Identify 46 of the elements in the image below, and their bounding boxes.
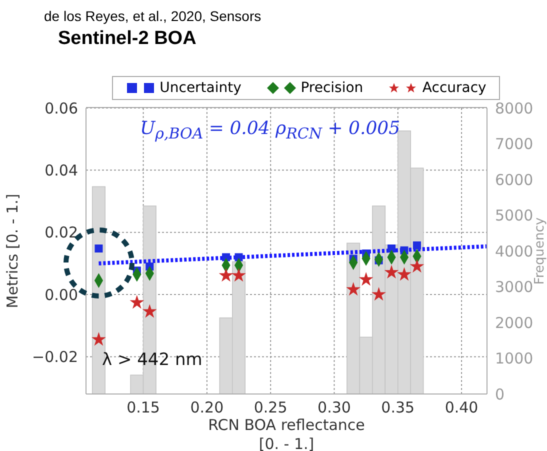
- point: [358, 272, 374, 286]
- point: [94, 244, 103, 253]
- x-tick-label: 0.15: [126, 398, 160, 417]
- y2-tick-label: 5000: [495, 206, 534, 225]
- y-axis-title: Metrics [0. - 1.]: [3, 194, 22, 308]
- point: [372, 286, 386, 301]
- x-tick-label: 0.30: [318, 398, 351, 417]
- chart-subtitle: de los Reyes, et al., 2020, Sensors: [44, 8, 262, 24]
- annotation: λ > 442 nm: [102, 350, 202, 370]
- point: [384, 264, 399, 279]
- point: [388, 244, 396, 253]
- legend-label: Uncertainty: [158, 80, 242, 96]
- x-tick-label: 0.40: [444, 398, 478, 417]
- annotation: U$_{ρ,BOA}$ = 0.04 ρ$_{RCN}$ + 0.005: [140, 118, 400, 143]
- chart-title: Sentinel-2 BOA: [58, 28, 196, 50]
- y-tick-label: 0.00: [44, 286, 78, 304]
- y-tick-label: 0.02: [44, 224, 78, 242]
- y2-tick-label: 1000: [495, 350, 534, 368]
- point: [232, 268, 246, 282]
- point: [142, 304, 157, 318]
- y2-axis-title: Frequency: [532, 217, 547, 285]
- point: [412, 241, 421, 250]
- y2-tick-label: 3000: [495, 278, 534, 296]
- x-tick-label: 0.35: [381, 398, 415, 417]
- point: [410, 258, 424, 273]
- x-tick-label: 0.20: [190, 398, 224, 417]
- point: [92, 332, 106, 346]
- y2-tick-label: 8000: [495, 99, 534, 118]
- x-tick-label: 0.25: [254, 398, 288, 417]
- y-tick-label: 0.04: [44, 162, 78, 180]
- y2-tick-label: 0: [495, 385, 505, 404]
- point: [397, 267, 412, 281]
- y2-tick-label: 6000: [495, 170, 534, 189]
- legend-label: Precision: [300, 80, 364, 96]
- y2-tick-label: 2000: [495, 314, 534, 332]
- point: [234, 253, 243, 262]
- point: [222, 253, 230, 262]
- y2-tick-label: 7000: [495, 135, 534, 154]
- y-tick-label: 0.06: [44, 99, 78, 118]
- point: [130, 295, 144, 309]
- point: [218, 268, 234, 282]
- point: [346, 282, 361, 296]
- x-axis-title: RCN BOA reflectance [0. - 1.]: [208, 416, 365, 451]
- legend-label: Accuracy: [421, 80, 486, 96]
- y-tick-label: −0.02: [32, 348, 78, 366]
- y2-tick-label: 4000: [495, 242, 534, 260]
